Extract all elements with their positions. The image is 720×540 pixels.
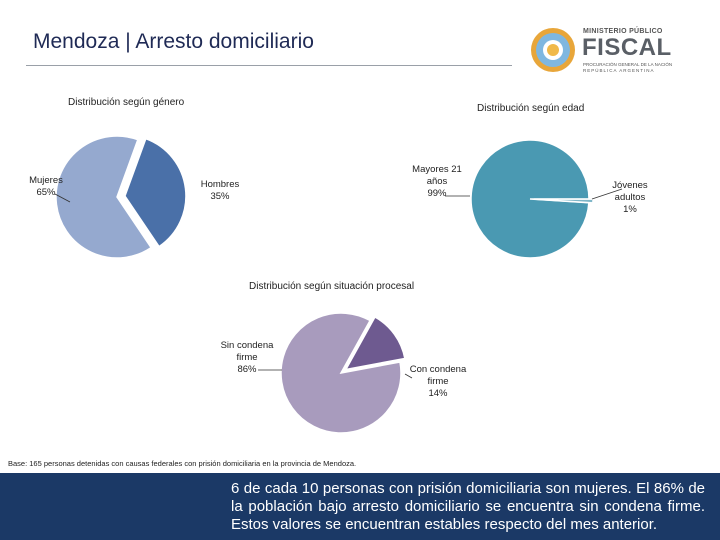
label-sin-condena-line1: Sin condena <box>220 340 274 351</box>
summary-text: 6 de cada 10 personas con prisión domici… <box>231 480 705 533</box>
label-jovenes-pct: 1% <box>623 204 637 215</box>
logo-line-fiscal: FISCAL <box>582 34 672 61</box>
pie-genero <box>55 135 187 259</box>
logo-line-procuracion: PROCURACIÓN GENERAL DE LA NACIÓN <box>583 62 673 67</box>
leader-line-con-condena <box>404 373 413 379</box>
leader-line-jovenes <box>591 188 623 200</box>
sun-emblem-icon <box>531 28 575 72</box>
page-title-province: Mendoza <box>33 30 120 53</box>
slice-jovenes <box>533 198 594 204</box>
base-note: Base: 165 personas detenidas con causas … <box>8 459 357 468</box>
pie-situacion <box>280 312 406 434</box>
logo-line-republica: REPÚBLICA ARGENTINA <box>583 68 655 73</box>
label-jovenes: Jóvenes adultos 1% <box>604 180 656 216</box>
label-jovenes-line1: Jóvenes <box>612 180 648 191</box>
label-con-condena-line2: firme <box>427 376 449 387</box>
title-divider <box>26 65 512 66</box>
label-mayores-line2: años <box>426 176 448 187</box>
chart-title-edad: Distribución según edad <box>477 103 585 114</box>
label-mayores-pct: 99% <box>427 188 447 199</box>
ministerio-logo: MINISTERIO PÚBLICO FISCAL PROCURACIÓN GE… <box>529 24 673 78</box>
page-title-topic: Arresto domiciliario <box>135 30 314 53</box>
label-con-condena-line1: Con condena <box>409 364 467 375</box>
label-mayores: Mayores 21 años 99% <box>404 164 470 200</box>
label-hombres-pct: 35% <box>210 191 230 202</box>
slice-mujeres <box>55 135 153 259</box>
slice-hombres <box>124 137 187 248</box>
label-mujeres-pct: 65% <box>36 187 56 198</box>
leader-line-mujeres <box>54 193 71 203</box>
page-title-separator: | <box>119 30 136 53</box>
chart-title-genero: Distribución según género <box>68 97 185 108</box>
label-con-condena-pct: 14% <box>428 388 448 399</box>
label-mujeres-name: Mujeres <box>29 175 63 186</box>
label-sin-condena-pct: 86% <box>237 364 257 375</box>
label-con-condena: Con condena firme 14% <box>404 364 472 400</box>
label-jovenes-line2: adultos <box>614 192 646 203</box>
label-sin-condena: Sin condena firme 86% <box>214 340 280 376</box>
label-sin-condena-line2: firme <box>236 352 258 363</box>
slice-mayores <box>470 139 590 259</box>
label-mayores-line1: Mayores 21 <box>412 164 462 175</box>
slice-sin-condena <box>280 312 402 434</box>
slice-con-condena <box>344 315 406 371</box>
pie-edad <box>470 139 594 259</box>
chart-title-situacion: Distribución según situación procesal <box>249 281 415 292</box>
label-mujeres: Mujeres 65% <box>24 175 68 199</box>
summary-footer <box>0 473 720 540</box>
page-title: Mendoza | Arresto domiciliario <box>33 30 314 54</box>
logo-line-ministerio: MINISTERIO PÚBLICO <box>583 28 663 35</box>
label-hombres-name: Hombres <box>200 179 240 190</box>
label-hombres: Hombres 35% <box>196 179 244 203</box>
